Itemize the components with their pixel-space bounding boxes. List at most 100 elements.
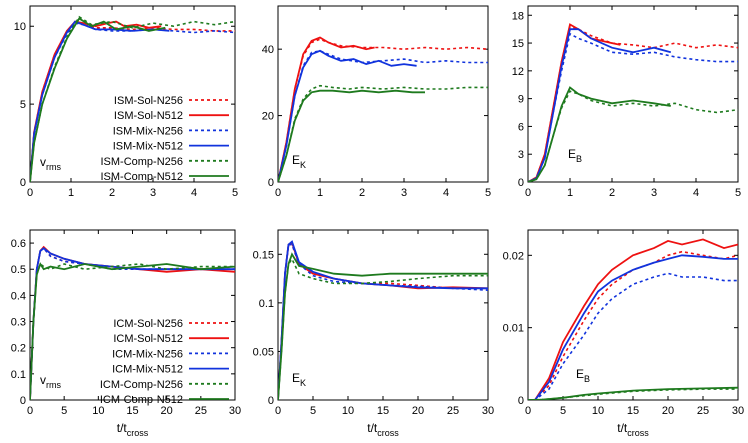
legend-entry-label: ISM-Comp-N512 xyxy=(100,171,183,183)
x-axis-label: t/tcross xyxy=(617,421,649,438)
x-tick-label: 2 xyxy=(359,187,365,199)
x-tick-label: 30 xyxy=(229,405,241,417)
chart-panel-top-left: 0 1 2 3 4 50510vrmsISM-Sol-N256ISM-Sol-N512IS… xyxy=(14,5,238,199)
legend-entry-label: ISM-Mix-N512 xyxy=(113,141,183,153)
series-line-ISM-Comp-N256 xyxy=(278,84,488,182)
x-tick-label: 4 xyxy=(443,187,449,199)
y-tick-label: 0.01 xyxy=(503,323,524,335)
plot-frame xyxy=(29,5,236,183)
x-tick-label: 5 xyxy=(232,187,238,199)
chart-panel-bottom-left: 0 5 10 15 20 25 30 0 0.1 0.2 0.3 0.4 0.5 0.6 vrms t/tcr… xyxy=(11,229,241,438)
legend-entry-label: ICM-Comp-N512 xyxy=(100,394,183,406)
panel-label: EK xyxy=(292,371,306,388)
panel-label-subscript: K xyxy=(300,160,306,170)
y-tick-label: 15 xyxy=(512,38,524,50)
y-tick-label: 0.1 xyxy=(11,369,26,381)
series-line-ISM-Mix-N256 xyxy=(278,49,488,182)
x-tick-label: 5 xyxy=(485,187,491,199)
x-tick-label: 1 xyxy=(567,187,573,199)
y-tick-label: 6 xyxy=(518,121,524,133)
x-tick-label: 15 xyxy=(126,405,138,417)
x-tick-label: 10 xyxy=(92,405,104,417)
series-line-ICM-Mix-N256 xyxy=(528,272,738,400)
panel-label: EK xyxy=(292,153,306,170)
series-line-ICM-Comp-N512 xyxy=(528,386,738,400)
x-tick-label: 25 xyxy=(447,405,459,417)
y-tick-label: 5 xyxy=(20,99,26,111)
legend-entry-label: ISM-Sol-N256 xyxy=(114,95,183,107)
x-tick-label: 0 xyxy=(27,405,33,417)
y-tick-label: 0.05 xyxy=(253,346,274,358)
panel-label-subscript: K xyxy=(300,378,306,388)
series-line-ISM-Sol-N256 xyxy=(278,38,488,182)
y-tick-label: 18 xyxy=(512,10,524,22)
x-tick-label: 4 xyxy=(191,187,197,199)
x-tick-label: 5 xyxy=(735,187,741,199)
series-line-ISM-Sol-N512 xyxy=(278,36,375,182)
x-tick-label: 0 xyxy=(27,187,33,199)
x-tick-label: 5 xyxy=(310,405,316,417)
series-line-ISM-Mix-N512 xyxy=(528,28,672,182)
x-tick-label: 0 xyxy=(275,187,281,199)
series-line-ISM-Comp-N512 xyxy=(528,86,671,182)
plot-frame xyxy=(277,5,489,183)
x-tick-label: 1 xyxy=(317,187,323,199)
y-tick-label: 0 xyxy=(20,395,26,407)
y-tick-label: 0.15 xyxy=(253,249,274,261)
panel-label: vrms xyxy=(40,155,61,172)
x-axis-label-subscript: cross xyxy=(377,428,399,438)
series-line-ISM-Sol-N512 xyxy=(528,23,621,182)
x-axis-label: t/tcross xyxy=(117,421,149,438)
x-tick-label: 30 xyxy=(732,405,744,417)
x-tick-label: 30 xyxy=(482,405,494,417)
series-line-ICM-Sol-N512 xyxy=(528,238,738,400)
y-tick-label: 10 xyxy=(14,21,26,33)
legend: ISM-Sol-N256 ISM-Sol-N512 ISM-Mix-N256 ISM-… xyxy=(100,95,229,183)
y-tick-label: 0.5 xyxy=(11,264,26,276)
x-tick-label: 10 xyxy=(342,405,354,417)
y-tick-label: 0 xyxy=(518,177,524,189)
panel-label-subscript: rms xyxy=(46,380,61,390)
y-tick-label: 40 xyxy=(262,44,274,56)
x-tick-label: 20 xyxy=(161,405,173,417)
x-tick-label: 15 xyxy=(627,405,639,417)
chart-panel-top-middle: 0 1 2 3 4 5 0 20 40 EK xyxy=(262,5,491,199)
series-line-ICM-Comp-N256 xyxy=(30,262,235,400)
series-line-ISM-Mix-N512 xyxy=(278,49,417,182)
x-tick-label: 3 xyxy=(401,187,407,199)
legend-entry-label: ICM-Comp-N256 xyxy=(100,379,183,391)
y-tick-label: 0 xyxy=(20,177,26,189)
x-tick-label: 20 xyxy=(412,405,424,417)
legend-entry-label: ISM-Mix-N256 xyxy=(113,125,183,137)
legend-entry-label: ISM-Comp-N256 xyxy=(100,156,183,168)
series-line-ICM-Sol-N512 xyxy=(278,241,488,400)
y-tick-label: 0.3 xyxy=(11,317,26,329)
x-tick-label: 3 xyxy=(150,187,156,199)
panel-label-subscript: B xyxy=(576,154,582,164)
panel-label: EB xyxy=(576,367,590,384)
y-tick-label: 0 xyxy=(268,177,274,189)
panel-label: EB xyxy=(568,147,582,164)
x-tick-label: 5 xyxy=(61,405,67,417)
series-line-ISM-Comp-N512 xyxy=(278,89,425,182)
y-tick-label: 0.2 xyxy=(11,343,26,355)
series-line-ISM-Sol-N256 xyxy=(528,25,738,182)
x-tick-label: 2 xyxy=(609,187,615,199)
legend-entry-label: ICM-Sol-N512 xyxy=(113,333,183,345)
chart-panel-bottom-middle: 0 5 10 15 20 25 30 0 0.05 0.1 0.15 EK t/tcross xyxy=(253,229,494,438)
series-line-ICM-Comp-N512 xyxy=(278,252,488,400)
series-line-ICM-Comp-N512 xyxy=(30,261,235,400)
x-tick-label: 25 xyxy=(697,405,709,417)
x-tick-label: 25 xyxy=(195,405,207,417)
panel-label: vrms xyxy=(40,373,61,390)
y-tick-label: 20 xyxy=(262,111,274,123)
y-tick-label: 0 xyxy=(518,395,524,407)
y-tick-label: 0.02 xyxy=(503,250,524,262)
y-tick-label: 0.4 xyxy=(11,290,26,302)
series-line-ISM-Comp-N512 xyxy=(30,17,166,182)
y-tick-label: 3 xyxy=(518,149,524,161)
x-tick-label: 5 xyxy=(560,405,566,417)
y-tick-label: 0.6 xyxy=(11,238,26,250)
